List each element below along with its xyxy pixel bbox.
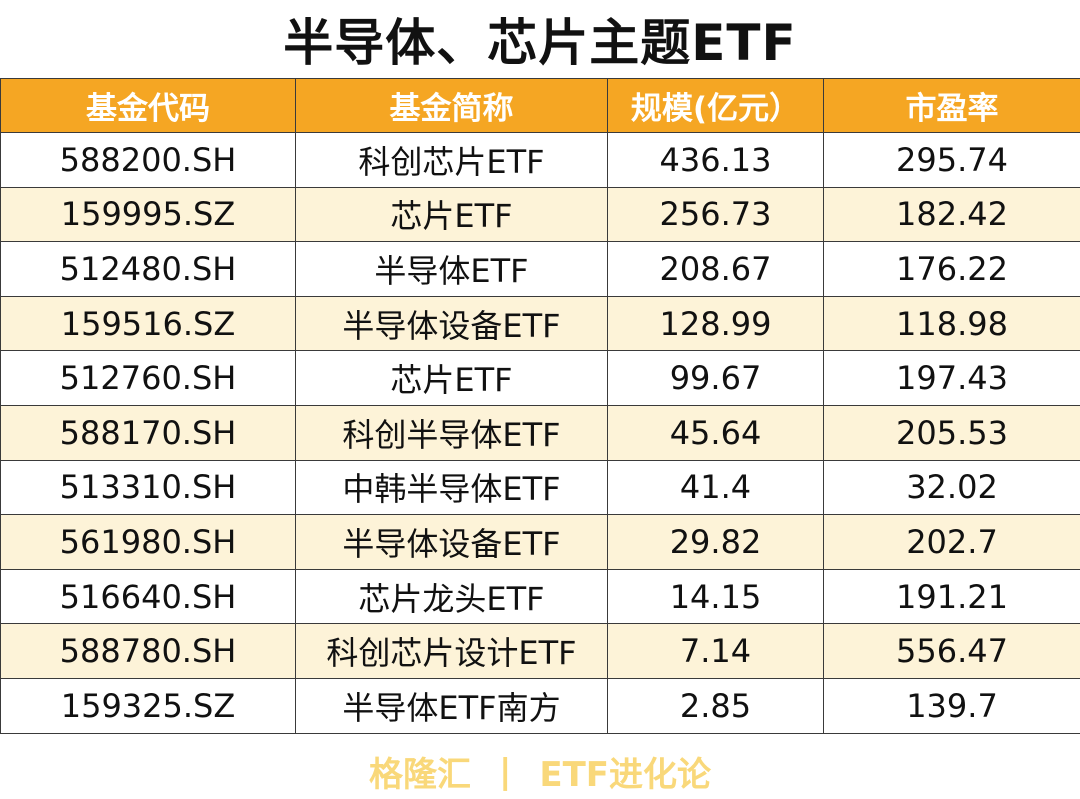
fund-size-cell: 128.99: [607, 295, 824, 352]
footer-brand: 格隆汇: [368, 755, 471, 795]
header-fund-code: 基金代码: [0, 78, 296, 133]
fund-code-cell: 512760.SH: [0, 350, 296, 406]
fund-code-cell: 588780.SH: [0, 623, 296, 679]
fund-code-cell: 159516.SZ: [0, 295, 296, 352]
header-fund-name: 基金简称: [295, 78, 608, 133]
fund-name-cell: 芯片ETF: [295, 186, 608, 243]
fund-name-cell: 科创半导体ETF: [295, 404, 608, 461]
fund-name-cell: 中韩半导体ETF: [295, 459, 608, 516]
table-row: 512480.SH 半导体ETF 208.67 176.22: [0, 241, 1080, 297]
pe-ratio-cell: 182.42: [823, 186, 1080, 243]
table-row: 516640.SH 芯片龙头ETF 14.15 191.21: [0, 568, 1080, 625]
fund-size-cell: 7.14: [607, 623, 824, 679]
fund-name-cell: 半导体设备ETF: [295, 514, 608, 570]
table-row: 513310.SH 中韩半导体ETF 41.4 32.02: [0, 459, 1080, 516]
fund-code-cell: 159325.SZ: [0, 677, 296, 734]
table-row: 561980.SH 半导体设备ETF 29.82 202.7: [0, 514, 1080, 570]
fund-size-cell: 29.82: [607, 514, 824, 570]
fund-size-cell: 41.4: [607, 459, 824, 516]
fund-name-cell: 半导体ETF南方: [295, 677, 608, 734]
fund-size-cell: 45.64: [607, 404, 824, 461]
fund-size-cell: 436.13: [607, 132, 824, 188]
pe-ratio-cell: 197.43: [823, 350, 1080, 406]
fund-size-cell: 14.15: [607, 568, 824, 625]
table-header-row: 基金代码 基金简称 规模(亿元） 市盈率: [0, 78, 1080, 133]
footer-separator: |: [498, 751, 512, 792]
footer-watermark: 格隆汇 | ETF进化论: [0, 744, 1080, 799]
table-row: 159325.SZ 半导体ETF南方 2.85 139.7: [0, 677, 1080, 734]
fund-name-cell: 半导体设备ETF: [295, 295, 608, 352]
fund-size-cell: 208.67: [607, 241, 824, 297]
pe-ratio-cell: 556.47: [823, 623, 1080, 679]
fund-code-cell: 159995.SZ: [0, 186, 296, 243]
fund-size-cell: 99.67: [607, 350, 824, 406]
table-row: 512760.SH 芯片ETF 99.67 197.43: [0, 350, 1080, 406]
fund-code-cell: 516640.SH: [0, 568, 296, 625]
table-row: 588200.SH 科创芯片ETF 436.13 295.74: [0, 132, 1080, 188]
fund-name-cell: 芯片龙头ETF: [295, 568, 608, 625]
fund-size-cell: 2.85: [607, 677, 824, 734]
fund-name-cell: 科创芯片ETF: [295, 132, 608, 188]
header-fund-size: 规模(亿元）: [607, 78, 824, 133]
fund-name-cell: 科创芯片设计ETF: [295, 623, 608, 679]
pe-ratio-cell: 191.21: [823, 568, 1080, 625]
pe-ratio-cell: 32.02: [823, 459, 1080, 516]
fund-size-cell: 256.73: [607, 186, 824, 243]
table-row: 588170.SH 科创半导体ETF 45.64 205.53: [0, 404, 1080, 461]
footer-column-name: ETF进化论: [539, 755, 712, 795]
pe-ratio-cell: 205.53: [823, 404, 1080, 461]
header-pe-ratio: 市盈率: [823, 78, 1080, 133]
table-row: 159516.SZ 半导体设备ETF 128.99 118.98: [0, 295, 1080, 352]
page-title: 半导体、芯片主题ETF: [283, 14, 797, 72]
fund-code-cell: 561980.SH: [0, 514, 296, 570]
fund-code-cell: 513310.SH: [0, 459, 296, 516]
pe-ratio-cell: 202.7: [823, 514, 1080, 570]
pe-ratio-cell: 295.74: [823, 132, 1080, 188]
fund-code-cell: 588170.SH: [0, 404, 296, 461]
pe-ratio-cell: 176.22: [823, 241, 1080, 297]
fund-name-cell: 半导体ETF: [295, 241, 608, 297]
fund-code-cell: 588200.SH: [0, 132, 296, 188]
etf-table: 基金代码 基金简称 规模(亿元） 市盈率 588200.SH 科创芯片ETF 4…: [0, 78, 1080, 734]
table-row: 159995.SZ 芯片ETF 256.73 182.42: [0, 186, 1080, 243]
fund-code-cell: 512480.SH: [0, 241, 296, 297]
pe-ratio-cell: 139.7: [823, 677, 1080, 734]
fund-name-cell: 芯片ETF: [295, 350, 608, 406]
pe-ratio-cell: 118.98: [823, 295, 1080, 352]
table-row: 588780.SH 科创芯片设计ETF 7.14 556.47: [0, 623, 1080, 679]
